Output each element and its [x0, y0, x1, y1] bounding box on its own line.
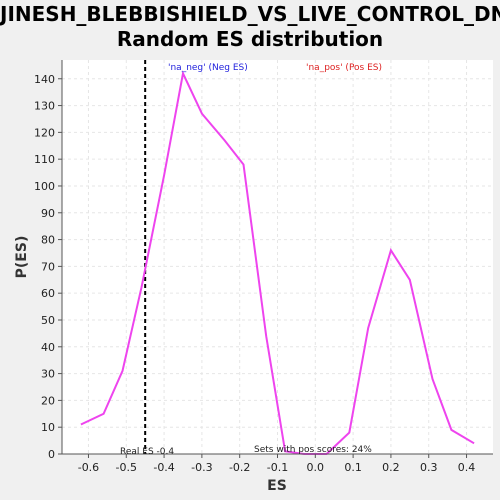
y-tick-label: 0: [48, 448, 55, 461]
y-tick-label: 50: [41, 314, 55, 327]
y-tick-label: 90: [41, 207, 55, 220]
legend-neg: 'na_neg' (Neg ES): [168, 63, 248, 73]
y-tick-label: 30: [41, 368, 55, 381]
y-tick-label: 70: [41, 260, 55, 273]
x-ticks: -0.6 -0.5 -0.4 -0.3 -0.2 -0.1 0.0 0.1 0.2 0.3 0.4: [78, 454, 476, 474]
chart-title-line-2: Random ES distribution: [116, 27, 384, 51]
real-es-label: Real ES -0.4: [120, 447, 174, 457]
plot-area: [62, 60, 493, 454]
y-tick-label: 130: [34, 100, 55, 113]
y-tick-label: 100: [34, 180, 55, 193]
x-tick-label: 0.4: [458, 461, 476, 474]
y-tick-label: 60: [41, 287, 55, 300]
x-tick-label: -0.6: [78, 461, 99, 474]
chart-title-line-1: JINESH_BLEBBISHIELD_VS_LIVE_CONTROL_DN:: [0, 2, 500, 26]
x-tick-label: 0.1: [344, 461, 362, 474]
x-tick-label: 0.2: [382, 461, 400, 474]
y-tick-label: 80: [41, 234, 55, 247]
x-tick-label: -0.4: [153, 461, 174, 474]
x-axis-label: ES: [267, 478, 287, 494]
y-tick-label: 40: [41, 341, 55, 354]
y-ticks: 0 10 20 30 40 50 60 70 80 90 100 110 120 130 140: [34, 73, 62, 461]
x-tick-label: 0.3: [420, 461, 438, 474]
y-tick-label: 120: [34, 126, 55, 139]
y-tick-label: 140: [34, 73, 55, 86]
series-line: [80, 70, 475, 455]
x-tick-label: -0.5: [116, 461, 137, 474]
x-tick-label: -0.2: [229, 461, 250, 474]
y-tick-label: 20: [41, 394, 55, 407]
y-tick-label: 110: [34, 153, 55, 166]
x-tick-label: -0.1: [267, 461, 288, 474]
legend-pos: 'na_pos' (Pos ES): [306, 63, 382, 73]
x-tick-label: -0.3: [191, 461, 212, 474]
x-tick-label: 0.0: [307, 461, 325, 474]
pos-scores-annotation: Sets with pos scores: 24%: [254, 445, 372, 455]
y-axis-label: P(ES): [14, 236, 30, 279]
y-tick-label: 10: [41, 421, 55, 434]
